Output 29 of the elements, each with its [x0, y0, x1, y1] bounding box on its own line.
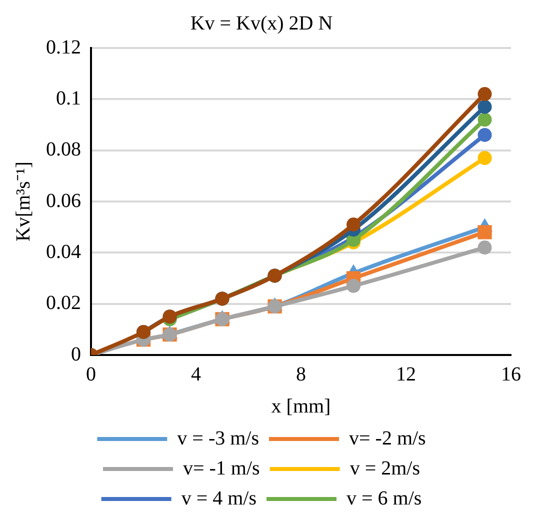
legend-label: v= -2 m/s [349, 427, 426, 450]
legend-label: v = 4 m/s [181, 487, 257, 510]
y-tick-label: 0 [71, 343, 81, 366]
x-axis-title: x [mm] [271, 395, 331, 418]
y-tick-label: 0.04 [46, 240, 81, 263]
x-tick-label: 8 [296, 363, 306, 386]
point [346, 278, 360, 293]
legend-label: v = 2m/s [350, 457, 420, 480]
x-tick-label: 4 [191, 363, 201, 386]
y-tick-label: 0.08 [46, 138, 81, 161]
y-axis-title: Kv[m³s⁻¹] [12, 161, 34, 242]
y-tick-label: 0.1 [56, 87, 81, 110]
y-tick-label: 0.12 [46, 36, 81, 58]
y-tick-label: 0.02 [46, 292, 81, 314]
point [478, 87, 492, 102]
x-tick-label: 0 [86, 363, 96, 386]
x-tick-label: 16 [501, 363, 521, 386]
point [478, 100, 492, 114]
legend-label: v = -3 m/s [177, 427, 260, 450]
y-tick-label: 0.06 [46, 190, 81, 212]
chart-title: Kv = Kv(x) 2D N [190, 12, 333, 34]
point [478, 240, 492, 255]
legend-label: v= -1 m/s [182, 457, 260, 480]
x-tick-label: 12 [396, 363, 416, 386]
point [346, 218, 360, 232]
point [478, 112, 492, 127]
point [478, 151, 492, 166]
legend-label: v = 6 m/s [346, 487, 422, 510]
point [478, 128, 492, 142]
